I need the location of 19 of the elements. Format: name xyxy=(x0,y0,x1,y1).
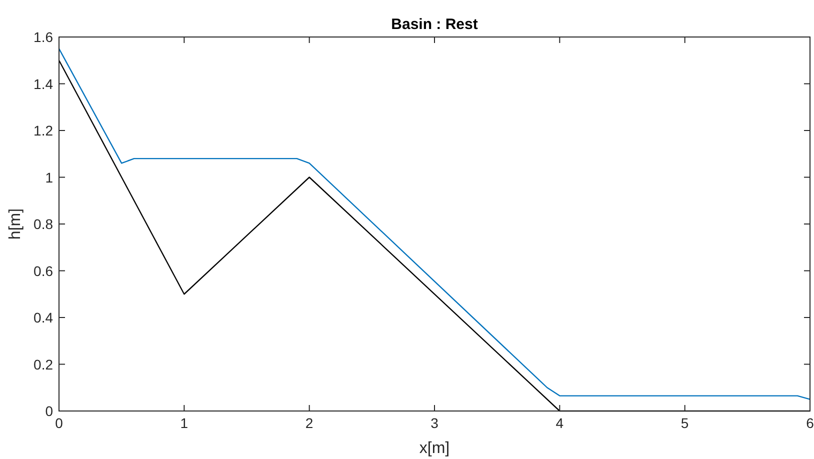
x-tick-label: 6 xyxy=(806,415,814,431)
y-axis-title: h[m] xyxy=(7,208,24,240)
y-tick-label: 1.2 xyxy=(34,122,54,138)
x-axis-title: x[m] xyxy=(419,440,450,457)
x-tick-label: 0 xyxy=(55,415,64,431)
y-tick-label: 0.4 xyxy=(34,310,54,326)
y-tick-label: 0 xyxy=(45,403,54,419)
chart-title: Basin : Rest xyxy=(391,16,478,33)
y-tick-label: 0.6 xyxy=(34,262,54,279)
x-tick-label: 1 xyxy=(180,415,188,431)
y-tick-label: 1.4 xyxy=(34,76,54,92)
x-tick-label: 4 xyxy=(556,415,564,431)
y-tick-label: 0.8 xyxy=(34,216,54,232)
x-tick-label: 3 xyxy=(430,415,439,431)
y-tick-label: 1.6 xyxy=(34,29,54,45)
y-tick-label: 0.2 xyxy=(34,356,54,372)
y-tick-label: 1 xyxy=(45,169,54,186)
x-tick-label: 2 xyxy=(305,415,314,431)
x-tick-label: 5 xyxy=(680,415,689,431)
